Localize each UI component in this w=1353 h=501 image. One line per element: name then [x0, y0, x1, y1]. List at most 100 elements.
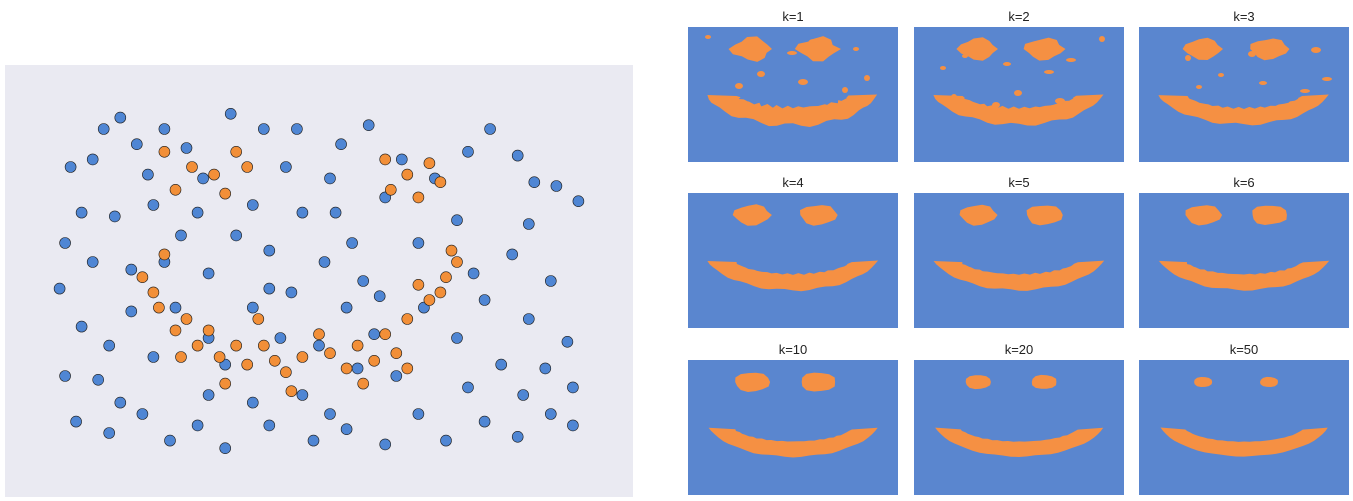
smile-region [1158, 94, 1329, 126]
noise-region [1014, 90, 1022, 96]
noise-region [1055, 98, 1065, 104]
right-eye-region [1026, 205, 1063, 226]
knn-panel-9: k=50 [1139, 342, 1349, 495]
noise-region [746, 43, 754, 47]
scatter-point-class-0-25 [191, 419, 204, 432]
scatter-point-class-0-30 [379, 438, 392, 451]
scatter-point-class-0-32 [440, 434, 452, 447]
scatter-point-class-0-19 [103, 339, 115, 352]
scatter-point-class-0-26 [219, 442, 231, 455]
noise-region [864, 75, 870, 81]
scatter-point-class-0-42 [467, 267, 480, 280]
knn-panel-title: k=50 [1230, 342, 1259, 357]
scatter-point-class-0-81 [517, 389, 530, 401]
scatter-point-class-0-36 [567, 419, 579, 432]
scatter-point-class-0-6 [224, 107, 237, 120]
knn-panel-background [1139, 193, 1349, 328]
right-eye-region [1031, 374, 1057, 389]
noise-region [1066, 58, 1076, 62]
scatter-point-class-1-35 [202, 324, 215, 337]
scatter-point-class-0-4 [131, 138, 143, 150]
noise-region [1270, 39, 1278, 45]
scatter-point-class-0-41 [506, 248, 519, 261]
scatter-point-class-1-2 [208, 168, 220, 181]
scatter-point-class-1-24 [401, 313, 414, 325]
noise-region [853, 47, 859, 51]
knn-panel-background [688, 193, 898, 328]
scatter-point-class-1-18 [241, 358, 253, 371]
scatter-point-class-1-21 [324, 347, 336, 360]
left-eye-region [728, 36, 772, 62]
scatter-point-class-0-68 [313, 339, 325, 352]
knn-panel-title: k=10 [779, 342, 808, 357]
scatter-point-class-1-40 [175, 351, 187, 363]
right-eye-region [1250, 38, 1290, 61]
knn-panel-title: k=4 [782, 175, 803, 190]
noise-region [1248, 51, 1256, 57]
scatter-point-class-0-56 [318, 256, 331, 268]
scatter-point-class-0-59 [340, 301, 353, 314]
knn-panel-title: k=1 [782, 9, 803, 24]
knn-panels: k=1 k=2 k=3 k=4 k=5 k=6 k=10 k=20 k=50 [688, 9, 1349, 495]
scatter-point-class-1-39 [368, 354, 381, 367]
scatter-point-class-0-46 [247, 199, 259, 211]
scatter-point-class-0-67 [274, 332, 287, 344]
scatter-point-class-0-17 [53, 282, 66, 295]
scatter-point-class-0-40 [544, 275, 557, 287]
knn-panel-background [914, 193, 1124, 328]
scatter-point-class-1-17 [213, 351, 226, 363]
scatter-point-class-1-46 [445, 244, 458, 257]
scatter-point-class-0-88 [390, 370, 403, 382]
scatter-point-class-0-21 [70, 415, 82, 428]
noise-region [798, 79, 808, 85]
scatter-point-class-1-36 [313, 328, 325, 341]
scatter-point-class-1-43 [357, 377, 370, 390]
scatter-point-class-0-75 [114, 396, 127, 409]
scatter-point-class-1-26 [440, 271, 452, 283]
scatter-point-class-1-38 [257, 339, 270, 352]
scatter-point-class-0-70 [451, 332, 463, 344]
scatter-point-class-0-5 [180, 142, 193, 154]
scatter-point-class-0-20 [92, 373, 104, 386]
scatter-point-class-0-8 [362, 119, 375, 132]
scatter-point-class-0-23 [136, 408, 149, 420]
scatter-plot-background [5, 65, 633, 497]
scatter-point-class-0-95 [263, 282, 276, 295]
scatter-point-class-0-15 [86, 256, 99, 268]
knn-panel-background [914, 360, 1124, 495]
smile-region [933, 260, 1105, 291]
scatter-point-class-0-37 [539, 362, 552, 375]
noise-region [809, 39, 819, 43]
scatter-point-class-1-10 [384, 184, 397, 196]
knn-panel-title: k=2 [1008, 9, 1029, 24]
scatter-point-class-1-22 [351, 339, 364, 352]
noise-region [705, 35, 711, 39]
scatter-point-class-0-69 [368, 328, 381, 341]
scatter-point-class-0-91 [412, 237, 425, 249]
scatter-point-class-0-71 [495, 358, 508, 371]
knn-panel-8: k=20 [914, 342, 1124, 495]
scatter-point-class-0-31 [412, 408, 425, 420]
smile-region [707, 260, 879, 292]
scatter-point-class-0-49 [324, 172, 336, 185]
left-eye-region [1194, 377, 1213, 387]
smile-region [707, 94, 878, 127]
scatter-point-class-0-29 [340, 423, 353, 436]
scatter-point-class-0-14 [59, 237, 71, 249]
scatter-point-class-1-0 [158, 146, 171, 158]
scatter-point-class-1-19 [268, 354, 281, 367]
knn-panel-background [688, 27, 898, 162]
scatter-point-class-1-34 [147, 286, 160, 299]
scatter-point-class-0-38 [561, 335, 574, 348]
scatter-point-class-0-34 [511, 430, 524, 443]
noise-region [940, 66, 946, 70]
noise-region [962, 54, 968, 58]
scatter-point-class-1-29 [180, 313, 193, 325]
scatter-point-class-0-77 [296, 389, 309, 401]
knn-decision-boundary-grid: k=1 k=2 k=3 k=4 k=5 k=6 k=10 k=20 k=50 [688, 9, 1349, 495]
smile-region [1158, 260, 1330, 291]
scatter-point-class-0-39 [522, 313, 535, 325]
scatter-point-class-1-27 [451, 256, 463, 268]
scatter-point-class-0-50 [346, 237, 358, 249]
scatter-point-class-0-0 [114, 111, 127, 124]
